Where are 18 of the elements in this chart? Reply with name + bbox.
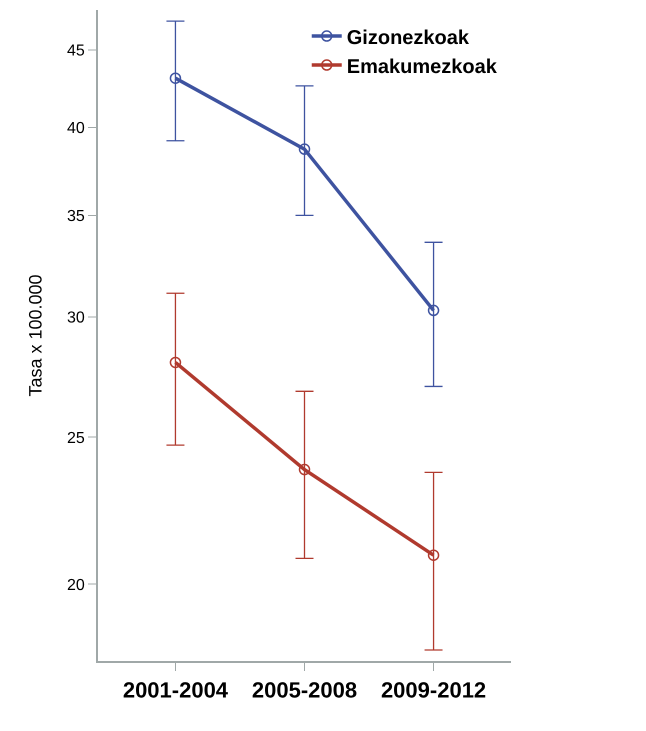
y-tick-label: 35 <box>67 208 85 225</box>
point <box>170 356 182 368</box>
point <box>170 72 182 84</box>
y-axis-title: Tasa x 100.000 <box>26 274 46 397</box>
y-tick-label: 25 <box>67 430 85 447</box>
legend-label: Gizonezkoak <box>346 26 470 49</box>
x-tick-label: 2009-2012 <box>380 677 486 702</box>
point <box>298 464 310 476</box>
point <box>428 549 440 561</box>
y-tick-label: 40 <box>67 120 85 137</box>
y-tick-label: 30 <box>67 310 85 327</box>
y-tick-label: 45 <box>67 42 85 60</box>
point <box>428 304 440 316</box>
legend-label: Emakumezkoak <box>346 56 498 78</box>
x-tick-label: 2005-2008 <box>252 677 358 702</box>
x-tick-label: 2001-2004 <box>122 677 229 702</box>
y-tick-label: 20 <box>67 576 85 594</box>
point <box>298 143 310 155</box>
